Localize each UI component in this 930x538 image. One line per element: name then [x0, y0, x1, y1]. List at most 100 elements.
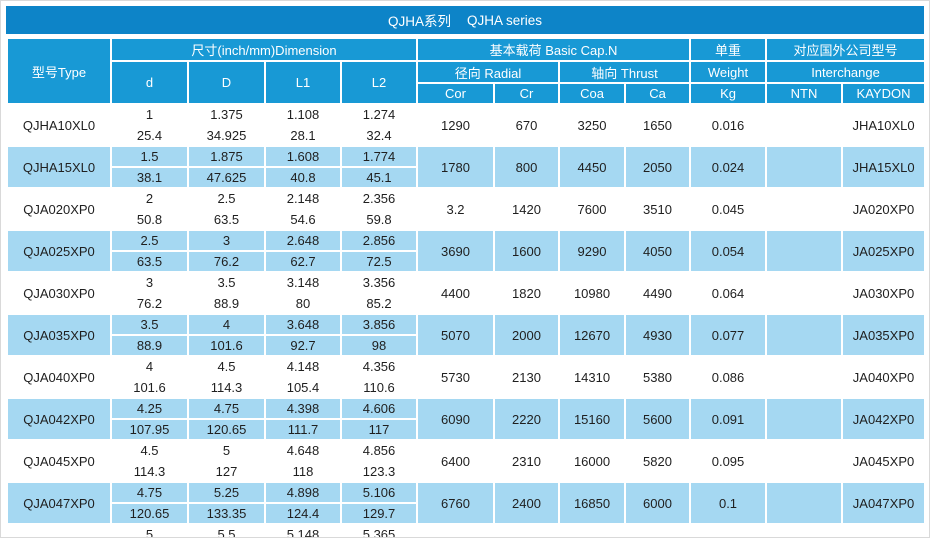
table-row: QJA042XP0 4.25 107.95 4.75 120.65 4.398 111.7 4…: [6, 397, 927, 441]
cell-kaydon: JA030XP0: [841, 271, 927, 315]
value-mm: 47.625: [206, 170, 247, 185]
cell-type: QJA035XP0: [6, 313, 112, 357]
cell-kg: 0.1: [689, 481, 768, 525]
cell-kaydon: JA040XP0: [841, 355, 927, 399]
cell-l2-inch-mm: 5.106 129.7: [339, 481, 419, 525]
cell-l2-inch-mm: 3.856 98: [339, 313, 419, 357]
cell-d-inch-mm: 1.875 47.625: [187, 145, 266, 189]
value-mm: 105.4: [286, 380, 320, 395]
header-col-cor: Cor: [416, 82, 496, 105]
cell-l2-inch-mm: 3.356 85.2: [339, 271, 419, 315]
cell-l2-inch-mm: 2.356 59.8: [339, 187, 419, 231]
cell-coa: 16850: [558, 481, 627, 525]
cell-cor: 3690: [416, 229, 496, 273]
cell-coa: 4450: [558, 145, 627, 189]
value-mm: 123.3: [362, 464, 396, 479]
cell-coa: 15160: [558, 397, 627, 441]
cell-kaydon: JA035XP0: [841, 313, 927, 357]
value-inch: 1.5: [113, 148, 186, 168]
value-inch: 5.106: [343, 484, 416, 504]
cell-cor: 6400: [416, 439, 496, 483]
cell-cr: 2130: [493, 355, 561, 399]
value-mm: 118: [292, 464, 314, 479]
cell-d-inch-mm: 2 50.8: [110, 187, 189, 231]
header-col-D: D: [187, 60, 266, 105]
cell-kaydon: JA042XP0: [841, 397, 927, 441]
cell-d-inch-mm: 5.5139.7: [187, 523, 266, 537]
value-mm: 45.1: [366, 170, 392, 185]
cell-cr: 670: [493, 103, 561, 147]
value-inch: 4.75: [113, 484, 186, 504]
spec-table: 型号Type 尺寸(inch/mm)Dimension 基本载荷 Basic C…: [6, 37, 927, 537]
value-inch: 4: [113, 358, 186, 378]
cell-cor: 4400: [416, 271, 496, 315]
cell-cr: 1420: [493, 187, 561, 231]
value-inch: 4.5: [113, 442, 186, 462]
cell-cor: 6090: [416, 397, 496, 441]
value-inch: 1.375: [190, 106, 263, 126]
cell-d-inch-mm: 5.25 133.35: [187, 481, 266, 525]
cell-l2-inch-mm: 1.274 32.4: [339, 103, 419, 147]
value-inch: 5.25: [190, 484, 263, 504]
value-mm: 32.4: [366, 128, 392, 143]
header-unit-weight: 单重: [689, 37, 768, 62]
value-mm: 28.1: [290, 128, 316, 143]
value-inch: 1.875: [190, 148, 263, 168]
cell-ntn: [765, 523, 844, 537]
cell-d-inch-mm: 1.375 34.925: [187, 103, 266, 147]
table-row: QJA045XP0 4.5 114.3 5 127 4.648 118 4.856 123.3 6…: [6, 439, 927, 483]
value-inch: 5: [190, 442, 263, 462]
value-mm: 120.65: [206, 422, 247, 437]
value-mm: 25.4: [136, 128, 163, 143]
value-mm: 76.2: [136, 296, 163, 311]
cell-d-inch-mm: 1 25.4: [110, 103, 189, 147]
cell-d-inch-mm: 4.75 120.65: [110, 481, 189, 525]
value-inch: 5.148: [267, 526, 339, 537]
value-mm: 98: [371, 338, 387, 353]
value-inch: 1.608: [267, 148, 339, 168]
cell-kaydon: JHA15XL0: [841, 145, 927, 189]
cell-kg: 0.104: [689, 523, 768, 537]
cell-l1-inch-mm: 4.148 105.4: [264, 355, 342, 399]
cell-coa: 12670: [558, 313, 627, 357]
cell-kg: 0.054: [689, 229, 768, 273]
cell-type: QJA040XP0: [6, 355, 112, 399]
cell-cr: 2220: [493, 397, 561, 441]
cell-l1-inch-mm: 4.898 124.4: [264, 481, 342, 525]
cell-ca: 6220: [624, 523, 692, 537]
cell-cr: 2400: [493, 481, 561, 525]
header-col-d: d: [110, 60, 189, 105]
cell-cr: 1820: [493, 271, 561, 315]
cell-cor: 7070: [416, 523, 496, 537]
cell-cor: 6760: [416, 481, 496, 525]
series-title-en: QJHA series: [466, 12, 543, 28]
cell-coa: 16000: [558, 439, 627, 483]
cell-kg: 0.045: [689, 187, 768, 231]
header-col-L2: L2: [339, 60, 419, 105]
cell-ntn: [765, 355, 844, 399]
cell-coa: 17690: [558, 523, 627, 537]
value-inch: 4.648: [267, 442, 339, 462]
header-interchange: Interchange: [765, 60, 927, 84]
cell-cr: 800: [493, 145, 561, 189]
table-row: QJA020XP0 2 50.8 2.5 63.5 2.148 54.6 2.356 59.8 3…: [6, 187, 927, 231]
value-mm: 117: [368, 422, 390, 437]
table-row: QJA035XP0 3.5 88.9 4 101.6 3.648 92.7 3.856 98 50…: [6, 313, 927, 357]
value-mm: 124.4: [286, 506, 320, 521]
value-inch: 3.356: [343, 274, 416, 294]
table-row: QJA025XP0 2.5 63.5 3 76.2 2.648 62.7 2.856 72.5 3…: [6, 229, 927, 273]
cell-type: QJA047XP0: [6, 481, 112, 525]
cell-d-inch-mm: 3 76.2: [110, 271, 189, 315]
cell-type: QJA030XP0: [6, 271, 112, 315]
cell-ntn: [765, 229, 844, 273]
value-mm: 101.6: [133, 380, 166, 395]
cell-cor: 5070: [416, 313, 496, 357]
series-title-bar: QJHA系列 QJHA series: [6, 6, 924, 34]
cell-coa: 9290: [558, 229, 627, 273]
cell-coa: 14310: [558, 355, 627, 399]
cell-d-inch-mm: 3 76.2: [187, 229, 266, 273]
value-inch: 3: [190, 232, 263, 252]
cell-d-inch-mm: 4.25 107.95: [110, 397, 189, 441]
value-mm: 63.5: [136, 254, 163, 269]
